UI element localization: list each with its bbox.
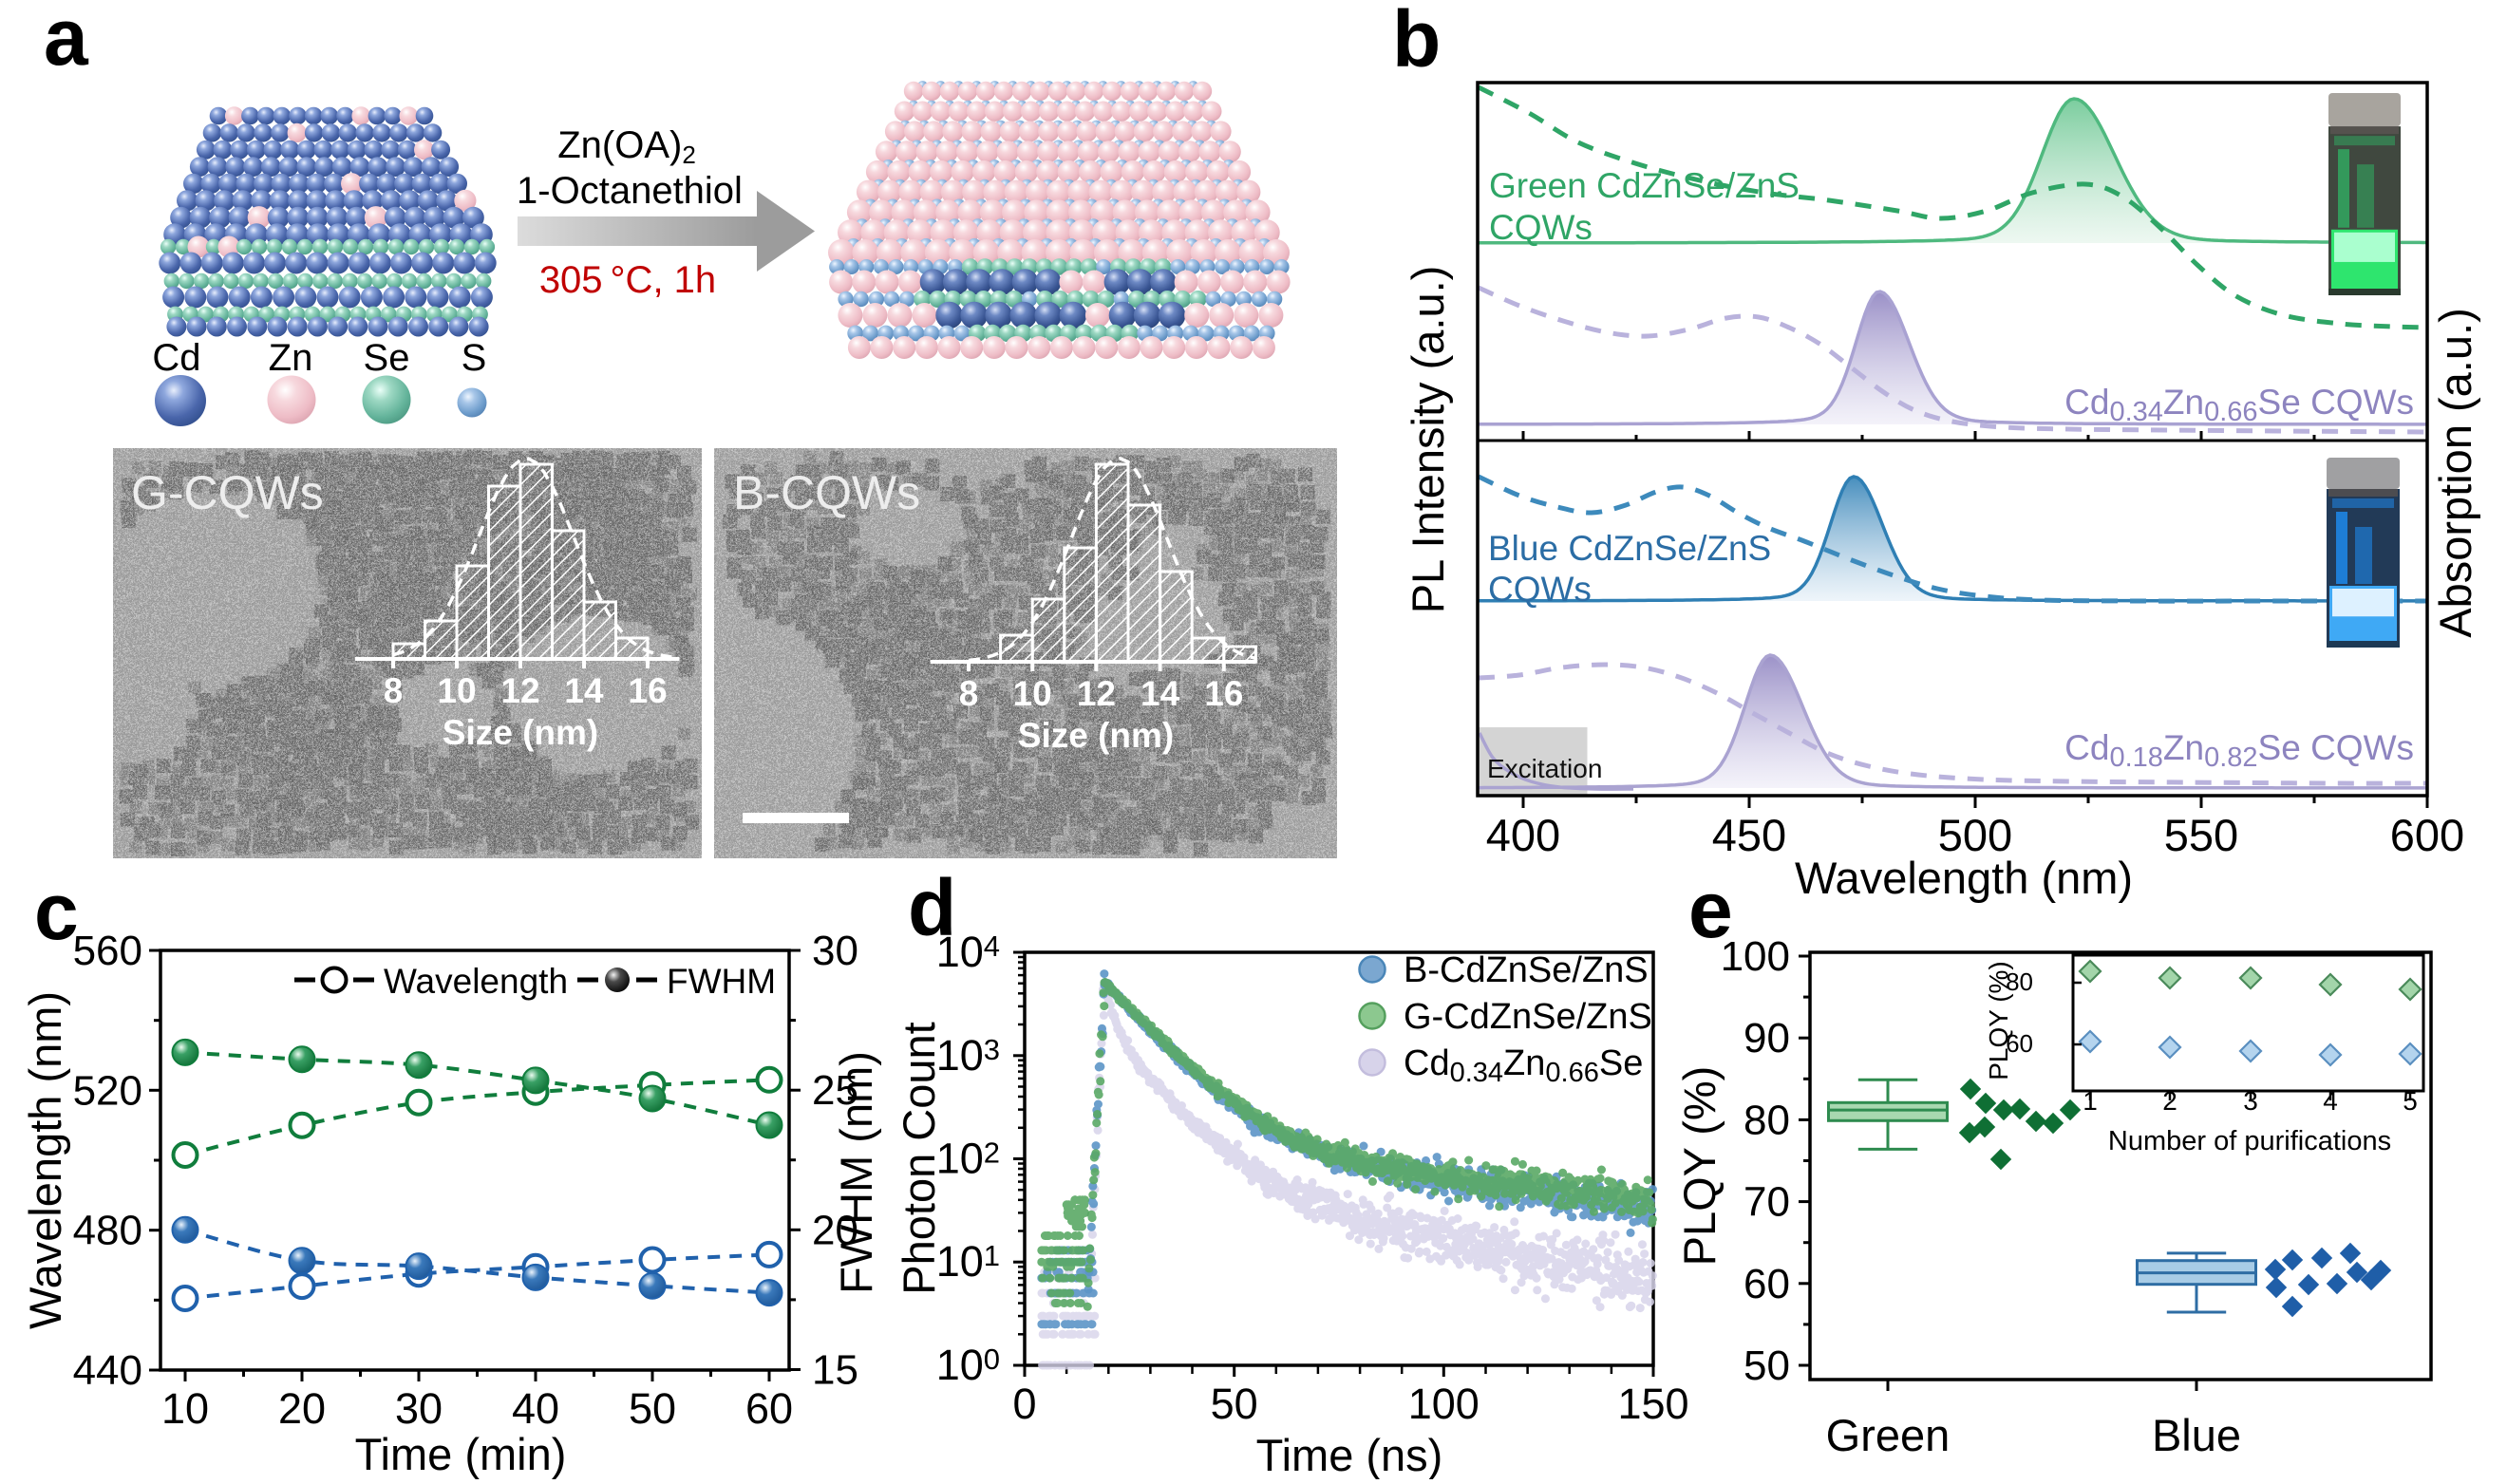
- svg-text:50: 50: [1211, 1380, 1258, 1428]
- svg-text:1-Octanethiol: 1-Octanethiol: [517, 170, 743, 212]
- svg-text:480: 480: [73, 1208, 142, 1254]
- svg-text:12: 12: [1077, 674, 1116, 713]
- svg-text:8: 8: [384, 671, 404, 710]
- svg-text:16: 16: [1204, 674, 1243, 713]
- svg-text:Cd0.34Zn0.66Se: Cd0.34Zn0.66Se: [1404, 1043, 1643, 1088]
- svg-text:d: d: [908, 863, 956, 952]
- svg-text:Photon Count: Photon Count: [894, 1022, 944, 1294]
- svg-text:80: 80: [2006, 967, 2033, 996]
- svg-text:20: 20: [278, 1384, 326, 1433]
- svg-text:600: 600: [2390, 810, 2464, 860]
- svg-text:14: 14: [564, 671, 604, 710]
- svg-text:Absorption (a.u.): Absorption (a.u.): [2430, 308, 2480, 637]
- svg-text:560: 560: [73, 928, 142, 974]
- svg-text:Cd0.18Zn0.82Se CQWs: Cd0.18Zn0.82Se CQWs: [2064, 728, 2414, 773]
- svg-text:Zn: Zn: [269, 337, 313, 379]
- svg-text:20: 20: [812, 1207, 858, 1253]
- svg-text:102: 102: [936, 1135, 1000, 1183]
- svg-text:10: 10: [1013, 674, 1052, 713]
- svg-text:520: 520: [73, 1067, 142, 1114]
- svg-text:c: c: [34, 867, 79, 956]
- svg-text:CQWs: CQWs: [1488, 570, 1592, 609]
- svg-text:1: 1: [2083, 1086, 2098, 1116]
- svg-text:Wavelength: Wavelength: [384, 962, 568, 1001]
- svg-text:e: e: [1688, 865, 1733, 954]
- svg-text:100: 100: [936, 1341, 1000, 1389]
- svg-text:60: 60: [1744, 1261, 1790, 1307]
- svg-text:FWHM: FWHM: [667, 962, 776, 1001]
- svg-text:101: 101: [936, 1237, 1000, 1286]
- svg-text:60: 60: [745, 1384, 793, 1433]
- svg-text:60: 60: [2006, 1029, 2033, 1058]
- svg-text:12: 12: [500, 671, 539, 710]
- svg-text:Green CdZnSe/ZnS: Green CdZnSe/ZnS: [1489, 166, 1800, 205]
- svg-text:B-CQWs: B-CQWs: [733, 466, 920, 519]
- svg-text:440: 440: [73, 1347, 142, 1394]
- svg-text:30: 30: [395, 1384, 443, 1433]
- svg-text:550: 550: [2164, 810, 2238, 860]
- svg-text:FWHM (nm): FWHM (nm): [831, 1051, 881, 1294]
- svg-text:8: 8: [959, 674, 979, 713]
- svg-text:50: 50: [629, 1384, 676, 1433]
- svg-text:150: 150: [1617, 1380, 1688, 1428]
- svg-text:a: a: [44, 0, 89, 82]
- svg-text:Zn(OA)2: Zn(OA)2: [557, 124, 696, 169]
- svg-text:10: 10: [437, 671, 476, 710]
- svg-text:PLQY (%): PLQY (%): [1984, 961, 2013, 1080]
- svg-text:30: 30: [812, 928, 858, 974]
- svg-text:100: 100: [1408, 1380, 1480, 1428]
- svg-text:Se: Se: [364, 337, 410, 379]
- svg-text:50: 50: [1744, 1343, 1790, 1389]
- svg-text:100: 100: [1721, 933, 1790, 980]
- svg-text:G-CdZnSe/ZnS: G-CdZnSe/ZnS: [1404, 997, 1652, 1037]
- svg-text:Size (nm): Size (nm): [1018, 716, 1174, 755]
- svg-text:S: S: [462, 337, 487, 379]
- svg-text:PL Intensity (a.u.): PL Intensity (a.u.): [1403, 266, 1453, 614]
- svg-text:103: 103: [936, 1031, 1000, 1080]
- svg-text:2: 2: [2162, 1086, 2177, 1116]
- svg-text:90: 90: [1744, 1015, 1790, 1061]
- svg-text:450: 450: [1712, 810, 1786, 860]
- svg-text:104: 104: [936, 928, 1000, 976]
- svg-text:15: 15: [812, 1347, 858, 1394]
- svg-text:Green: Green: [1826, 1410, 1951, 1460]
- svg-text:4: 4: [2323, 1086, 2338, 1116]
- svg-text:305 °C, 1h: 305 °C, 1h: [539, 259, 716, 301]
- svg-text:Time (ns): Time (ns): [1256, 1430, 1443, 1479]
- svg-text:25: 25: [812, 1067, 858, 1114]
- svg-text:10: 10: [161, 1384, 209, 1433]
- svg-text:Blue: Blue: [2152, 1410, 2241, 1460]
- svg-text:80: 80: [1744, 1097, 1790, 1143]
- svg-text:14: 14: [1140, 674, 1180, 713]
- svg-text:Wavelength (nm): Wavelength (nm): [1795, 853, 2133, 903]
- svg-text:Cd0.34Zn0.66Se CQWs: Cd0.34Zn0.66Se CQWs: [2064, 383, 2414, 427]
- svg-text:B-CdZnSe/ZnS: B-CdZnSe/ZnS: [1404, 950, 1649, 990]
- svg-text:5: 5: [2403, 1086, 2418, 1116]
- svg-text:Wavelength (nm): Wavelength (nm): [20, 991, 70, 1329]
- svg-text:b: b: [1392, 0, 1441, 84]
- svg-text:Time (min): Time (min): [355, 1429, 567, 1479]
- svg-text:Cd: Cd: [152, 337, 200, 379]
- svg-text:70: 70: [1744, 1179, 1790, 1226]
- svg-text:16: 16: [628, 671, 667, 710]
- svg-text:0: 0: [1012, 1380, 1036, 1428]
- svg-text:Size (nm): Size (nm): [443, 713, 598, 752]
- svg-text:Blue CdZnSe/ZnS: Blue CdZnSe/ZnS: [1488, 529, 1771, 568]
- svg-text:400: 400: [1486, 810, 1560, 860]
- svg-text:3: 3: [2243, 1086, 2258, 1116]
- svg-text:500: 500: [1938, 810, 2012, 860]
- svg-text:CQWs: CQWs: [1489, 208, 1593, 247]
- svg-text:Excitation: Excitation: [1487, 754, 1602, 783]
- svg-text:Number of purifications: Number of purifications: [2108, 1126, 2391, 1156]
- svg-text:40: 40: [512, 1384, 559, 1433]
- svg-text:PLQY (%): PLQY (%): [1674, 1066, 1725, 1267]
- svg-text:G-CQWs: G-CQWs: [131, 466, 324, 519]
